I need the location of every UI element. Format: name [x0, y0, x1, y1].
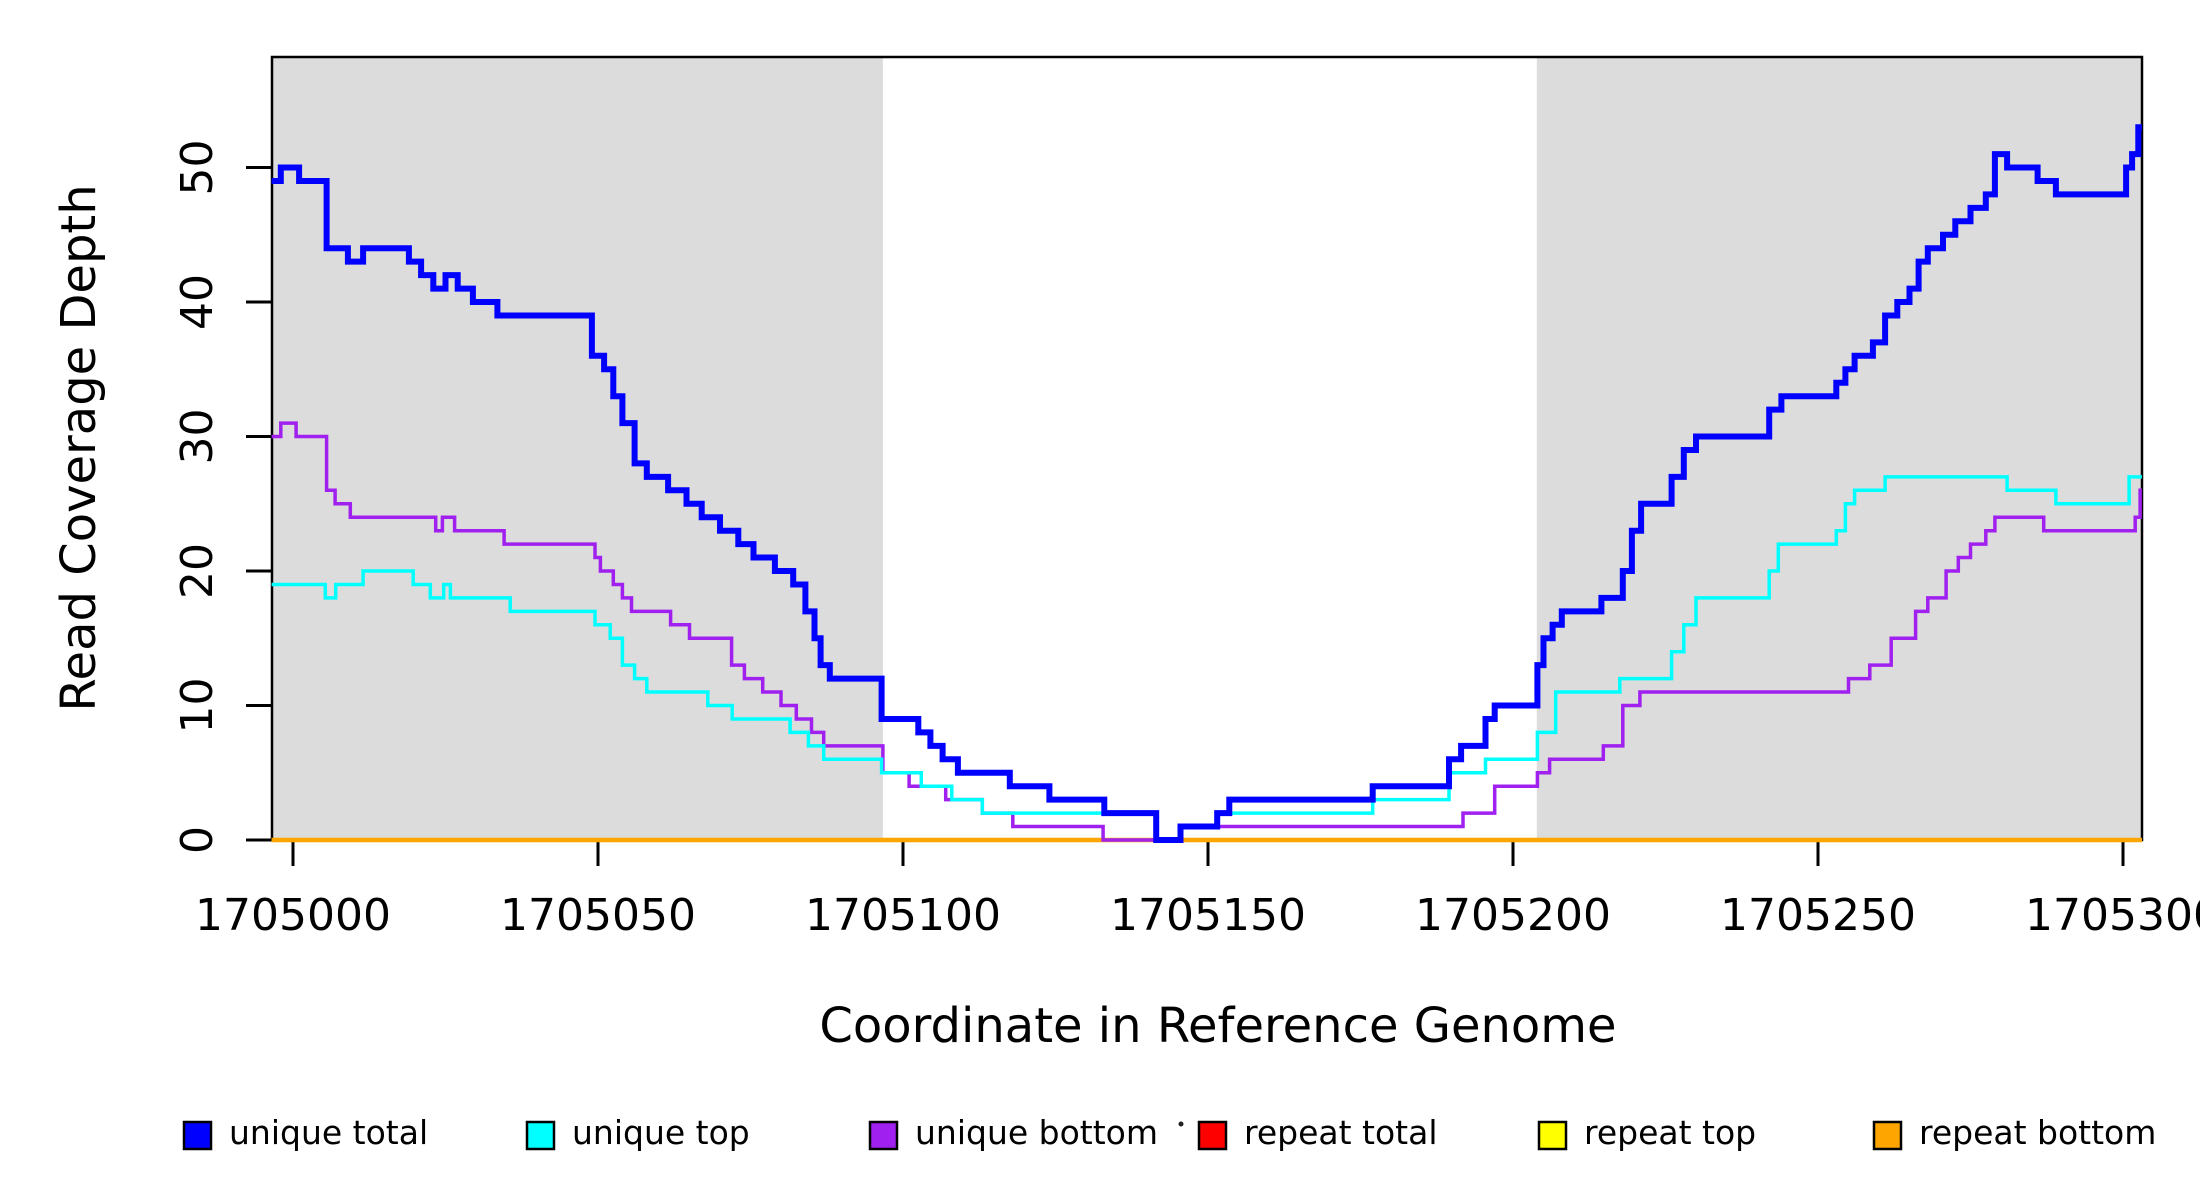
- series-lines: [271, 124, 2142, 843]
- legend-label: repeat total: [1244, 1113, 1438, 1152]
- x-tick-label: 1705100: [805, 890, 1001, 941]
- x-tick-label: 1705050: [500, 890, 696, 941]
- y-tick-label: 20: [172, 543, 223, 599]
- x-tick-label: 1705150: [1110, 890, 1306, 941]
- legend-label: unique bottom: [915, 1113, 1158, 1152]
- legend-label: unique total: [229, 1113, 428, 1152]
- legend-swatch-repeat-total: [1197, 1120, 1228, 1151]
- y-tick-label: 0: [172, 826, 223, 854]
- x-tick-label: 1705200: [1415, 890, 1611, 941]
- y-tick-label: 10: [172, 678, 223, 734]
- y-tick-label: 30: [172, 409, 223, 465]
- series-line-unique-total: [271, 124, 2142, 843]
- shaded-region: [1536, 57, 2142, 840]
- x-axis-title: Coordinate in Reference Genome: [819, 998, 1616, 1054]
- artifact-dot: [1178, 1121, 1184, 1127]
- shaded-repeat-regions: [271, 57, 2142, 840]
- y-tick-label: 40: [172, 274, 223, 330]
- x-tick-label: 1705250: [1720, 890, 1916, 941]
- legend-swatch-unique-total: [182, 1120, 213, 1151]
- legend-label: repeat top: [1584, 1113, 1756, 1152]
- axes: 1705000 1705050 1705100 1705150 1705200 17052…: [172, 55, 2200, 941]
- legend-swatch-unique-bottom: [868, 1120, 899, 1151]
- y-axis-title: Read Coverage Depth: [51, 184, 107, 711]
- legend: unique total unique top unique bottom repea…: [182, 1113, 2156, 1152]
- legend-label: unique top: [572, 1113, 750, 1152]
- shaded-region: [271, 57, 883, 840]
- legend-swatch-repeat-top: [1537, 1120, 1568, 1151]
- series-line-unique-top: [271, 475, 2142, 842]
- y-tick-label: 50: [172, 140, 223, 196]
- legend-label: repeat bottom: [1919, 1113, 2156, 1152]
- x-tick-label: 1705000: [195, 890, 391, 941]
- legend-swatch-repeat-bottom: [1872, 1120, 1903, 1151]
- legend-swatch-unique-top: [525, 1120, 556, 1151]
